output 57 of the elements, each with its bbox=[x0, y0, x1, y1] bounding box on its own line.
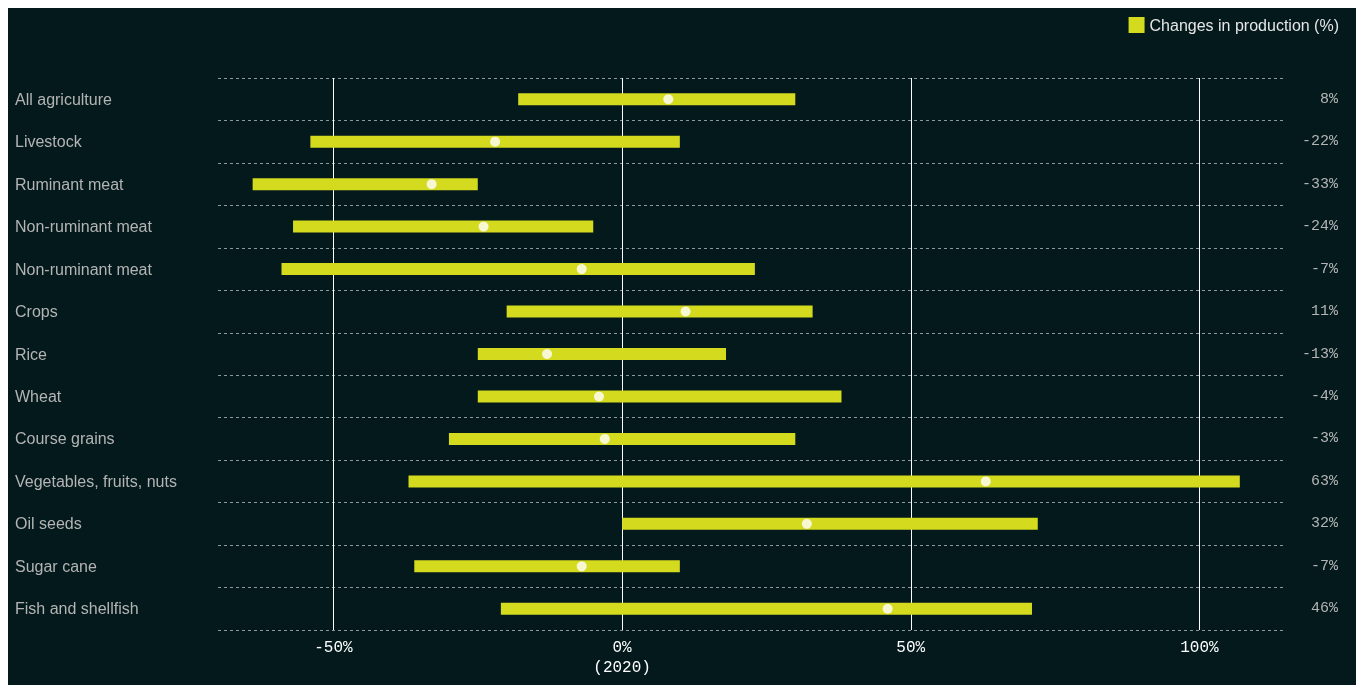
point bbox=[576, 264, 587, 275]
data-label: -7% bbox=[1310, 260, 1339, 278]
y-tick-label: Fish and shellfish bbox=[15, 600, 139, 618]
bar bbox=[500, 602, 1032, 615]
data-label: -33% bbox=[1301, 175, 1339, 193]
data-label: -7% bbox=[1310, 557, 1339, 575]
data-label: -24% bbox=[1301, 218, 1339, 236]
bar bbox=[310, 135, 680, 148]
y-tick-label: Ruminant meat bbox=[15, 175, 125, 193]
data-label: -3% bbox=[1310, 430, 1339, 448]
data-label: -22% bbox=[1301, 133, 1339, 151]
y-tick-label: Rice bbox=[15, 345, 48, 363]
y-tick-label: All agriculture bbox=[15, 90, 113, 108]
point bbox=[663, 94, 674, 105]
point bbox=[542, 349, 553, 359]
data-label: 11% bbox=[1310, 303, 1339, 321]
data-label: 63% bbox=[1310, 472, 1339, 490]
bar bbox=[506, 305, 813, 318]
y-tick-label: Oil seeds bbox=[15, 515, 82, 533]
y-tick-label: Course grains bbox=[15, 430, 115, 448]
data-label: -13% bbox=[1301, 345, 1339, 363]
point bbox=[576, 561, 587, 572]
y-tick-label: Crops bbox=[15, 303, 58, 321]
data-label: 8% bbox=[1319, 90, 1339, 108]
data-label: 32% bbox=[1310, 515, 1339, 533]
point bbox=[599, 433, 610, 444]
y-tick-label: Wheat bbox=[15, 387, 62, 405]
x-tick-label: 50% bbox=[896, 639, 926, 657]
y-tick-label: Sugar cane bbox=[15, 557, 97, 575]
bar bbox=[477, 348, 727, 360]
y-tick-label: Non-ruminant meat bbox=[15, 218, 153, 236]
bar bbox=[518, 93, 796, 106]
bar bbox=[414, 560, 680, 573]
data-label: -4% bbox=[1310, 387, 1339, 405]
point bbox=[478, 221, 489, 232]
bar bbox=[477, 390, 842, 403]
bar bbox=[448, 432, 796, 445]
bar bbox=[293, 220, 594, 233]
x-tick-label: -50% bbox=[314, 639, 354, 657]
point bbox=[801, 518, 812, 529]
bar bbox=[408, 475, 1240, 488]
bar bbox=[281, 263, 755, 276]
x-tick-label: 100% bbox=[1180, 639, 1220, 657]
point bbox=[882, 603, 893, 614]
bar bbox=[622, 517, 1038, 530]
point bbox=[426, 179, 437, 190]
y-tick-label: Livestock bbox=[15, 133, 83, 151]
bar bbox=[252, 178, 478, 191]
legend-label: Changes in production (%) bbox=[1149, 16, 1339, 34]
point bbox=[680, 306, 691, 317]
data-label: 46% bbox=[1310, 600, 1339, 618]
point bbox=[980, 476, 991, 487]
point bbox=[490, 136, 501, 147]
x-tick-label: 0% (2020) bbox=[593, 639, 651, 677]
y-tick-label: Non-ruminant meat bbox=[15, 260, 153, 278]
point bbox=[594, 391, 605, 402]
y-tick-label: Vegetables, fruits, nuts bbox=[15, 472, 177, 490]
